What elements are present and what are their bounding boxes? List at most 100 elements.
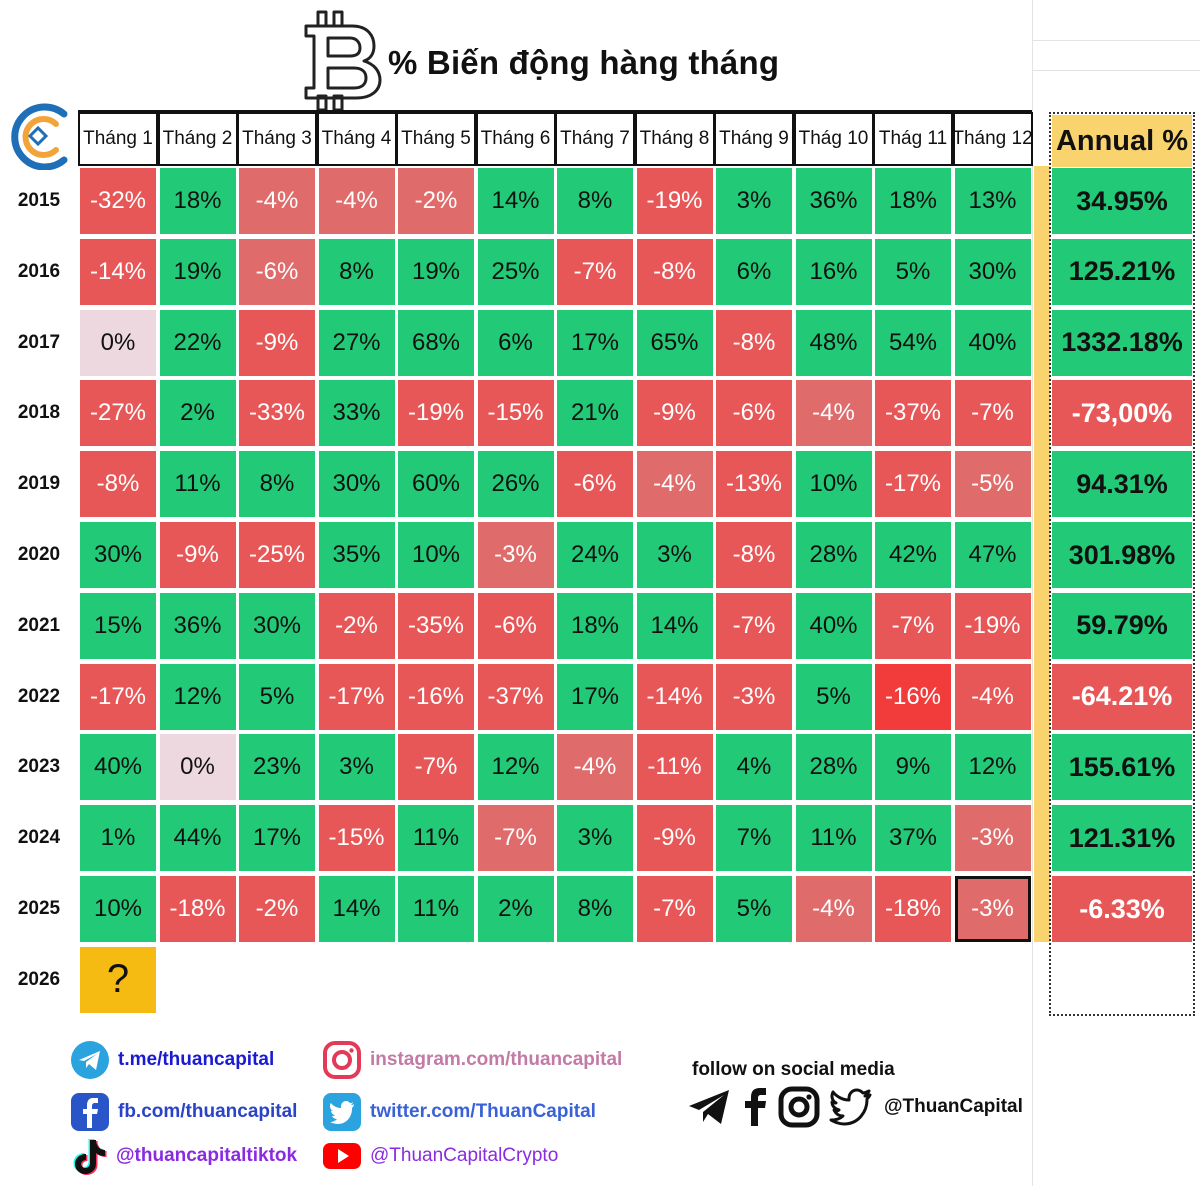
return-cell: -11% (636, 734, 713, 801)
annual-cell: -73,00% (1052, 380, 1192, 447)
return-cell: 16% (795, 238, 872, 305)
return-cell: 17% (557, 663, 633, 730)
return-cell: 8% (318, 238, 395, 305)
return-cell: 17% (557, 309, 633, 376)
return-cell: -2% (398, 168, 474, 234)
return-cell: -7% (954, 380, 1031, 447)
facebook-label: fb.com/thuancapital (118, 1101, 298, 1122)
year-label: 2022 (17, 685, 61, 707)
return-cell: -16% (875, 663, 951, 730)
return-cell: -18% (159, 876, 236, 942)
column-header: Tháng 6 (475, 112, 556, 166)
annual-cell: 121.31% (1052, 805, 1192, 872)
youtube-icon (323, 1143, 361, 1169)
sheet-gridline (1033, 70, 1200, 71)
youtube-label: @ThuanCapitalCrypto (370, 1145, 559, 1166)
return-cell: 4% (716, 734, 792, 801)
return-cell: -37% (477, 663, 554, 730)
telegram-label: t.me/thuancapital (118, 1049, 275, 1070)
return-cell: 36% (795, 168, 872, 234)
return-cell: -17% (80, 663, 156, 730)
telegram-outline-icon[interactable] (686, 1087, 732, 1127)
twitter-link[interactable]: twitter.com/ThuanCapital (322, 1092, 596, 1132)
return-cell: 44% (159, 805, 236, 872)
return-cell: 12% (159, 663, 236, 730)
return-cell: -15% (477, 380, 554, 447)
instagram-icon (323, 1041, 361, 1079)
return-cell: 37% (875, 805, 951, 872)
return-cell: 40% (80, 734, 156, 801)
return-cell: -2% (318, 592, 395, 659)
return-cell: 18% (875, 168, 951, 234)
annual-cell: 1332.18% (1052, 309, 1192, 376)
instagram-outline-icon[interactable] (778, 1086, 820, 1128)
return-cell: -7% (557, 238, 633, 305)
annual-header: Annual % (1052, 115, 1192, 167)
annual-cell: 34.95% (1052, 168, 1192, 234)
return-cell: -16% (398, 663, 474, 730)
year-label: 2024 (17, 827, 61, 849)
return-cell: 60% (398, 451, 474, 518)
return-cell: -9% (239, 309, 315, 376)
year-label: 2017 (17, 331, 61, 353)
facebook-outline-icon[interactable] (740, 1087, 770, 1127)
annual-cell: 59.79% (1052, 592, 1192, 659)
tiktok-link[interactable]: @thuancapitaltiktok (70, 1136, 297, 1176)
return-cell: 13% (954, 168, 1031, 234)
column-header: Tháng 4 (316, 112, 397, 166)
return-cell: -19% (636, 168, 713, 234)
youtube-link[interactable]: @ThuanCapitalCrypto (322, 1138, 558, 1174)
return-cell: -4% (795, 876, 872, 942)
return-cell: -33% (239, 380, 315, 447)
return-cell: -9% (636, 380, 713, 447)
facebook-link[interactable]: fb.com/thuancapital (70, 1092, 297, 1132)
return-cell: 3% (557, 805, 633, 872)
return-cell: 11% (398, 805, 474, 872)
annual-cell: 125.21% (1052, 238, 1192, 305)
return-cell: 22% (159, 309, 236, 376)
return-cell: -4% (239, 168, 315, 234)
return-cell: -5% (954, 451, 1031, 518)
unknown-cell: ? (80, 946, 156, 1013)
return-cell: 30% (954, 238, 1031, 305)
return-cell: 5% (795, 663, 872, 730)
return-cell: 11% (398, 876, 474, 942)
telegram-link[interactable]: t.me/thuancapital (70, 1040, 274, 1080)
follow-handle: @ThuanCapital (884, 1096, 1023, 1117)
return-cell: 2% (477, 876, 554, 942)
return-cell: 6% (716, 238, 792, 305)
return-cell: 11% (159, 451, 236, 518)
return-cell: 3% (636, 522, 713, 588)
return-cell: 11% (795, 805, 872, 872)
return-cell: 0% (159, 734, 236, 801)
return-cell: 10% (80, 876, 156, 942)
return-cell: -6% (477, 592, 554, 659)
return-cell: 28% (795, 734, 872, 801)
return-cell: 5% (875, 238, 951, 305)
return-cell: 68% (398, 309, 474, 376)
return-cell: 12% (954, 734, 1031, 801)
return-cell: -9% (636, 805, 713, 872)
return-cell: -8% (716, 522, 792, 588)
return-cell: 19% (159, 238, 236, 305)
return-cell: -8% (636, 238, 713, 305)
return-cell: 6% (477, 309, 554, 376)
return-cell: -3% (716, 663, 792, 730)
year-label: 2026 (17, 968, 61, 990)
twitter-outline-icon[interactable] (828, 1087, 874, 1127)
return-cell: 2% (159, 380, 236, 447)
column-header: Tháng 5 (396, 112, 476, 166)
return-cell: 14% (318, 876, 395, 942)
return-cell: -3% (954, 876, 1031, 942)
year-label: 2018 (17, 402, 61, 424)
return-cell: -4% (636, 451, 713, 518)
return-cell: 36% (159, 592, 236, 659)
annual-cell: 94.31% (1052, 451, 1192, 518)
return-cell: 10% (795, 451, 872, 518)
return-cell: 8% (557, 876, 633, 942)
return-cell: 8% (557, 168, 633, 234)
instagram-link[interactable]: instagram.com/thuancapital (322, 1040, 622, 1080)
annual-cell: -64.21% (1052, 663, 1192, 730)
return-cell: 18% (557, 592, 633, 659)
return-cell: 42% (875, 522, 951, 588)
